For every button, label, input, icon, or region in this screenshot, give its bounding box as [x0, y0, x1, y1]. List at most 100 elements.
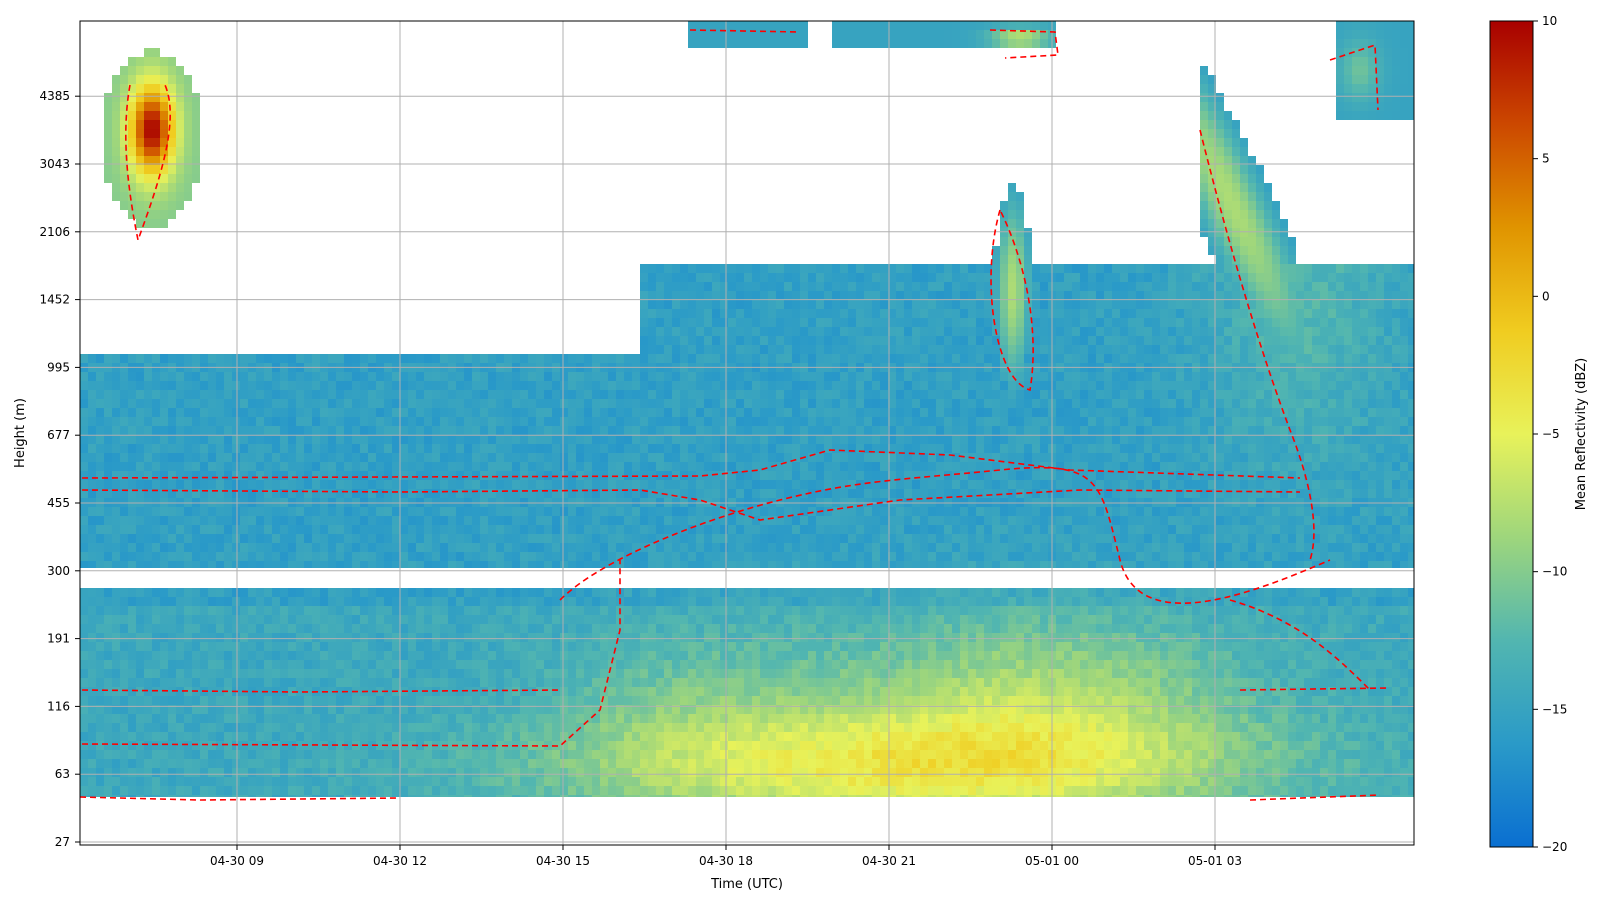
heatmap-cell: [112, 75, 120, 84]
heatmap-cell: [776, 516, 784, 525]
heatmap-cell: [448, 507, 456, 516]
heatmap-cell: [120, 408, 128, 417]
heatmap-cell: [880, 30, 888, 39]
heatmap-cell: [696, 327, 704, 336]
heatmap-cell: [368, 381, 376, 390]
heatmap-cell: [1200, 327, 1208, 336]
heatmap-cell: [936, 453, 944, 462]
heatmap-cell: [960, 309, 968, 318]
heatmap-cell: [640, 489, 648, 498]
heatmap-cell: [1248, 300, 1256, 309]
heatmap-cell: [1352, 354, 1360, 363]
heatmap-cell: [1016, 408, 1024, 417]
heatmap-cell: [1216, 228, 1224, 237]
heatmap-cell: [1016, 291, 1024, 300]
heatmap-cell: [856, 516, 864, 525]
heatmap-cell: [288, 381, 296, 390]
heatmap-cell: [1336, 399, 1344, 408]
heatmap-cell: [168, 129, 176, 138]
heatmap-cell: [80, 444, 88, 453]
heatmap-cell: [224, 453, 232, 462]
heatmap-cell: [1056, 462, 1064, 471]
heatmap-cell: [1072, 390, 1080, 399]
heatmap-cell: [488, 381, 496, 390]
heatmap-cell: [1208, 372, 1216, 381]
heatmap-cell: [432, 444, 440, 453]
heatmap-cell: [1184, 372, 1192, 381]
heatmap-cell: [1344, 345, 1352, 354]
heatmap-cell: [680, 318, 688, 327]
heatmap-cell: [112, 120, 120, 129]
heatmap-cell: [1392, 417, 1400, 426]
heatmap-cell: [824, 336, 832, 345]
heatmap-cell: [1184, 318, 1192, 327]
heatmap-cell: [744, 408, 752, 417]
heatmap-cell: [376, 534, 384, 543]
heatmap-cell: [1168, 273, 1176, 282]
heatmap-cell: [128, 165, 136, 174]
heatmap-cell: [1248, 264, 1256, 273]
heatmap-cell: [1392, 111, 1400, 120]
heatmap-cell: [888, 453, 896, 462]
heatmap-cell: [784, 291, 792, 300]
heatmap-cell: [528, 525, 536, 534]
heatmap-cell: [1208, 147, 1216, 156]
heatmap-cell: [920, 345, 928, 354]
heatmap-cell: [792, 273, 800, 282]
heatmap-cell: [880, 327, 888, 336]
heatmap-cell: [920, 354, 928, 363]
heatmap-cell: [1016, 39, 1024, 48]
heatmap-cell: [232, 408, 240, 417]
heatmap-cell: [768, 390, 776, 399]
heatmap-cell: [1248, 327, 1256, 336]
heatmap-cell: [1304, 309, 1312, 318]
heatmap-cell: [832, 372, 840, 381]
heatmap-cell: [1080, 336, 1088, 345]
heatmap-cell: [336, 417, 344, 426]
heatmap-cell: [640, 282, 648, 291]
heatmap-cell: [1064, 309, 1072, 318]
heatmap-cell: [952, 282, 960, 291]
heatmap-cell: [592, 453, 600, 462]
heatmap-cell: [1128, 462, 1136, 471]
heatmap-cell: [1376, 435, 1384, 444]
heatmap-cell: [656, 480, 664, 489]
heatmap-cell: [1192, 345, 1200, 354]
heatmap-cell: [1360, 471, 1368, 480]
heatmap-cell: [712, 489, 720, 498]
heatmap-cell: [1400, 93, 1408, 102]
heatmap-cell: [1112, 309, 1120, 318]
heatmap-cell: [1080, 390, 1088, 399]
heatmap-cell: [224, 444, 232, 453]
heatmap-cell: [1072, 507, 1080, 516]
heatmap-cell: [176, 138, 184, 147]
heatmap-cell: [552, 408, 560, 417]
heatmap-cell: [992, 489, 1000, 498]
heatmap-cell: [1136, 435, 1144, 444]
heatmap-cell: [280, 507, 288, 516]
heatmap-cell: [1128, 372, 1136, 381]
heatmap-cell: [1280, 282, 1288, 291]
heatmap-cell: [1120, 273, 1128, 282]
heatmap-cell: [968, 417, 976, 426]
heatmap-cell: [784, 471, 792, 480]
heatmap-cell: [128, 120, 136, 129]
heatmap-cell: [856, 444, 864, 453]
heatmap-cell: [544, 453, 552, 462]
heatmap-cell: [488, 426, 496, 435]
heatmap-cell: [376, 516, 384, 525]
heatmap-cell: [1224, 120, 1232, 129]
heatmap-cell: [400, 390, 408, 399]
heatmap-cell: [488, 408, 496, 417]
heatmap-cell: [288, 354, 296, 363]
heatmap-cell: [680, 390, 688, 399]
heatmap-cell: [776, 354, 784, 363]
heatmap-cell: [960, 516, 968, 525]
heatmap-cell: [336, 516, 344, 525]
heatmap-cell: [288, 390, 296, 399]
heatmap-cell: [792, 426, 800, 435]
heatmap-cell: [672, 444, 680, 453]
heatmap-cell: [544, 399, 552, 408]
heatmap-cell: [1376, 399, 1384, 408]
heatmap-cell: [960, 372, 968, 381]
